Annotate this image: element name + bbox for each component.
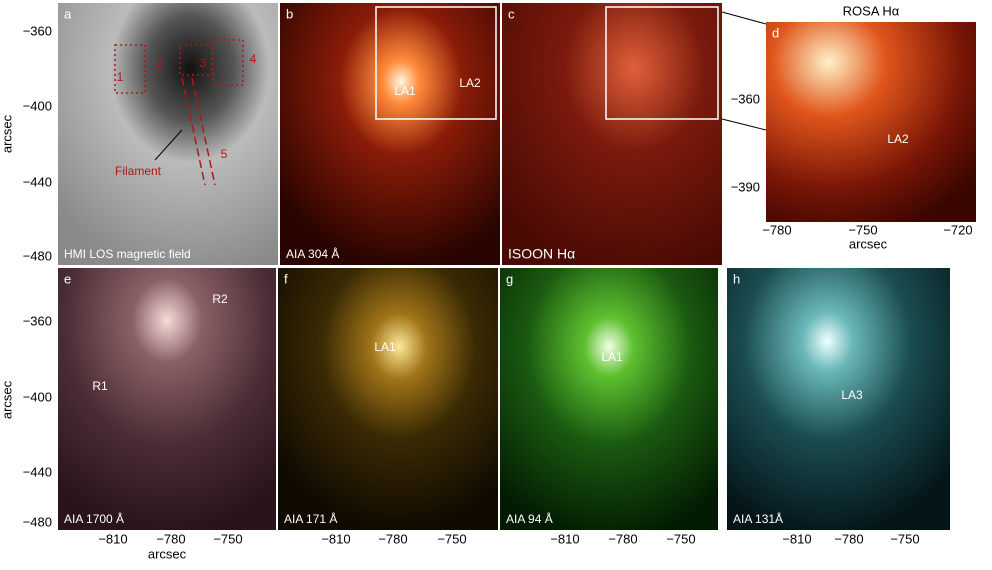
panel-caption: AIA 1700 Å — [64, 511, 124, 526]
x-tick-label: −720 — [943, 222, 972, 237]
x-tick-label: −810 — [321, 531, 350, 546]
image-panel — [502, 3, 722, 265]
y-axis-label: arcsec — [0, 380, 14, 419]
y-tick-label: −390 — [731, 179, 760, 194]
x-tick-label: −750 — [848, 222, 877, 237]
y-tick-label: −480 — [23, 248, 52, 263]
x-tick-label: −750 — [890, 531, 919, 546]
x-tick-label: −780 — [156, 531, 185, 546]
annotation: 2 — [157, 56, 164, 70]
connector — [721, 11, 767, 25]
panel-caption: HMI LOS magnetic field — [64, 247, 191, 261]
x-tick-label: −810 — [98, 531, 127, 546]
annotation: Filament — [115, 164, 162, 178]
y-tick-label: −360 — [731, 91, 760, 106]
x-tick-label: −750 — [437, 531, 466, 546]
arrow — [154, 129, 183, 161]
image-panel — [278, 268, 498, 530]
panel-letter: c — [508, 6, 515, 21]
x-tick-label: −810 — [782, 531, 811, 546]
y-tick-label: −360 — [23, 313, 52, 328]
panel-letter: e — [64, 271, 71, 286]
x-axis-label: arcsec — [849, 236, 888, 251]
x-axis-label: arcsec — [148, 546, 187, 561]
y-axis-label: arcsec — [0, 114, 14, 153]
panel-letter: h — [733, 271, 740, 286]
image-panel — [500, 268, 718, 530]
panel-letter: d — [772, 25, 779, 40]
y-tick-label: −400 — [23, 389, 52, 404]
x-tick-label: −750 — [666, 531, 695, 546]
x-tick-label: −780 — [834, 531, 863, 546]
annotation: 5 — [221, 147, 228, 161]
y-tick-label: −360 — [23, 23, 52, 38]
x-tick-label: −780 — [378, 531, 407, 546]
panel-letter: f — [284, 271, 288, 286]
annotation: LA2 — [887, 132, 909, 146]
overlays — [114, 6, 767, 186]
x-tick-label: −810 — [550, 531, 579, 546]
panels: a HMI LOS magnetic field 1 2 3 4 5 Filament b AIA… — [58, 3, 976, 530]
y-tick-label: −400 — [23, 98, 52, 113]
annotation: R1 — [92, 379, 108, 393]
panel-letter: a — [64, 6, 72, 21]
x-tick-label: −750 — [213, 531, 242, 546]
panel-letter: b — [286, 6, 293, 21]
panel-caption: AIA 131Å — [733, 511, 783, 526]
image-panel — [58, 268, 276, 530]
connector — [721, 118, 767, 131]
annotation: LA1 — [394, 84, 416, 98]
image-panel — [766, 22, 976, 222]
panel-letter: g — [506, 271, 513, 286]
annotation: 4 — [250, 52, 257, 66]
image-panel — [280, 3, 500, 265]
x-tick-label: −780 — [762, 222, 791, 237]
panel-caption: AIA 94 Å — [506, 511, 553, 526]
x-tick-label: −780 — [608, 531, 637, 546]
annotation: LA1 — [374, 340, 396, 354]
y-tick-label: −440 — [23, 174, 52, 189]
panel-caption: ISOON Hα — [508, 246, 575, 262]
image-panel — [58, 3, 278, 265]
y-tick-label: −480 — [23, 514, 52, 529]
annotation: LA2 — [459, 76, 481, 90]
annotation: 1 — [117, 70, 124, 84]
panel-caption: AIA 171 Å — [284, 511, 337, 526]
annotation: LA1 — [601, 350, 623, 364]
image-panel — [727, 268, 950, 530]
annotation: 3 — [200, 56, 207, 70]
region-boxes — [114, 39, 244, 186]
annotation: R2 — [212, 292, 228, 306]
annotation: LA3 — [841, 388, 863, 402]
zoom-box — [375, 6, 497, 120]
y-tick-label: −440 — [23, 464, 52, 479]
panel-title: ROSA Hα — [843, 3, 900, 18]
zoom-box — [605, 6, 719, 120]
panel-caption: AIA 304 Å — [286, 246, 339, 261]
